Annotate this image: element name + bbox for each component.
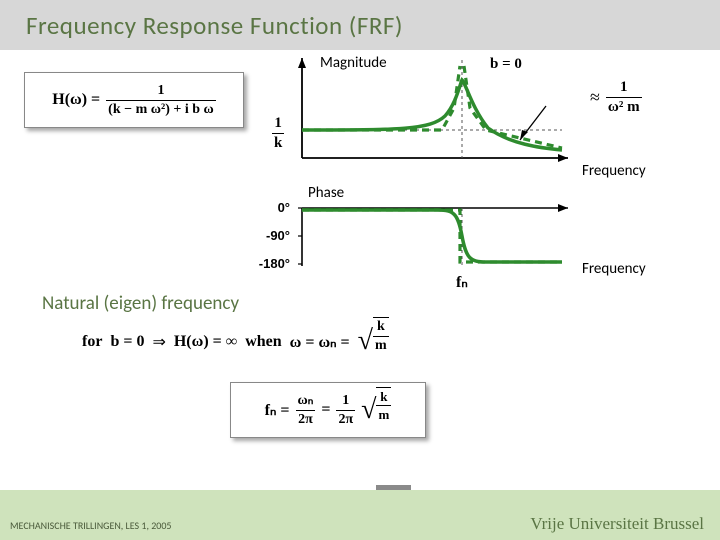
phase-title: Phase (308, 184, 344, 202)
fn-lhs: fₙ = (265, 400, 290, 420)
eqn-H: H(ω) = ∞ (174, 333, 237, 351)
eqn-infinity: for b = 0 ⇒ H(ω) = ∞ when ω = ωₙ = √ k m (82, 330, 389, 353)
fn-t2-den: 2π (336, 410, 355, 427)
mag-ylabel-den: k (272, 133, 284, 151)
eqn-for: for (82, 333, 102, 351)
fn-t2-num: 1 (340, 394, 351, 410)
eqn-sqrt-den: m (373, 336, 389, 353)
title-bar: Frequency Response Function (FRF) (0, 0, 720, 50)
university-label: Vrije Universiteit Brussel (530, 514, 704, 534)
phase-tick-1: -90° (246, 228, 290, 243)
magnitude-chart: Magnitude 1 k b = 0 (290, 58, 580, 168)
eqn-when: when (245, 333, 281, 351)
fn-eq: = (321, 401, 330, 419)
eqn-sqrt-num: k (375, 318, 387, 336)
phase-svg (290, 202, 580, 276)
mag-b0-label: b = 0 (490, 56, 522, 73)
mag-asymp-lead: ≈ (590, 87, 600, 107)
course-label: MECHANISCHE TRILLINGEN, LES 1, 2005 (10, 519, 172, 532)
mag-asymp-den: ω² m (606, 97, 642, 115)
page-title: Frequency Response Function (FRF) (26, 10, 403, 41)
mag-xlabel: Frequency (582, 162, 646, 180)
footer-bar: MECHANISCHE TRILLINGEN, LES 1, 2005 Vrij… (0, 490, 720, 540)
magnitude-label: Magnitude (320, 54, 387, 72)
formula-h-lhs: H(ω) = (52, 91, 100, 109)
formula-h-num: 1 (155, 84, 166, 100)
formula-h-den: (k − m ω²) + i b ω (106, 100, 216, 117)
mag-ylabel-num: 1 (272, 116, 284, 133)
mag-asymp-num: 1 (618, 80, 630, 97)
phase-tick-2: -180° (246, 256, 290, 271)
fn-t1-den: 2π (296, 410, 315, 427)
phase-fn-label: fₙ (456, 272, 468, 292)
fn-sqrt-den: m (376, 405, 391, 421)
mag-asymp: ≈ 1 ω² m (590, 80, 642, 115)
formula-h-box: H(ω) = 1 (k − m ω²) + i b ω (24, 72, 244, 128)
fn-sqrt-num: k (378, 388, 389, 405)
magnitude-svg (290, 58, 580, 168)
phase-tick-0: 0° (246, 200, 290, 215)
fn-t1-num: ωₙ (296, 394, 316, 410)
phase-xlabel: Frequency (582, 260, 646, 278)
subheading: Natural (eigen) frequency (42, 292, 239, 315)
content-area: H(ω) = 1 (k − m ω²) + i b ω Magnitude (0, 50, 720, 490)
phase-chart (290, 202, 580, 276)
formula-fn-box: fₙ = ωₙ 2π = 1 2π √ k m (230, 382, 426, 438)
eqn-b0: b = 0 (110, 333, 144, 351)
eqn-omega: ω = ωₙ = (290, 332, 350, 352)
eqn-implies: ⇒ (152, 332, 165, 352)
